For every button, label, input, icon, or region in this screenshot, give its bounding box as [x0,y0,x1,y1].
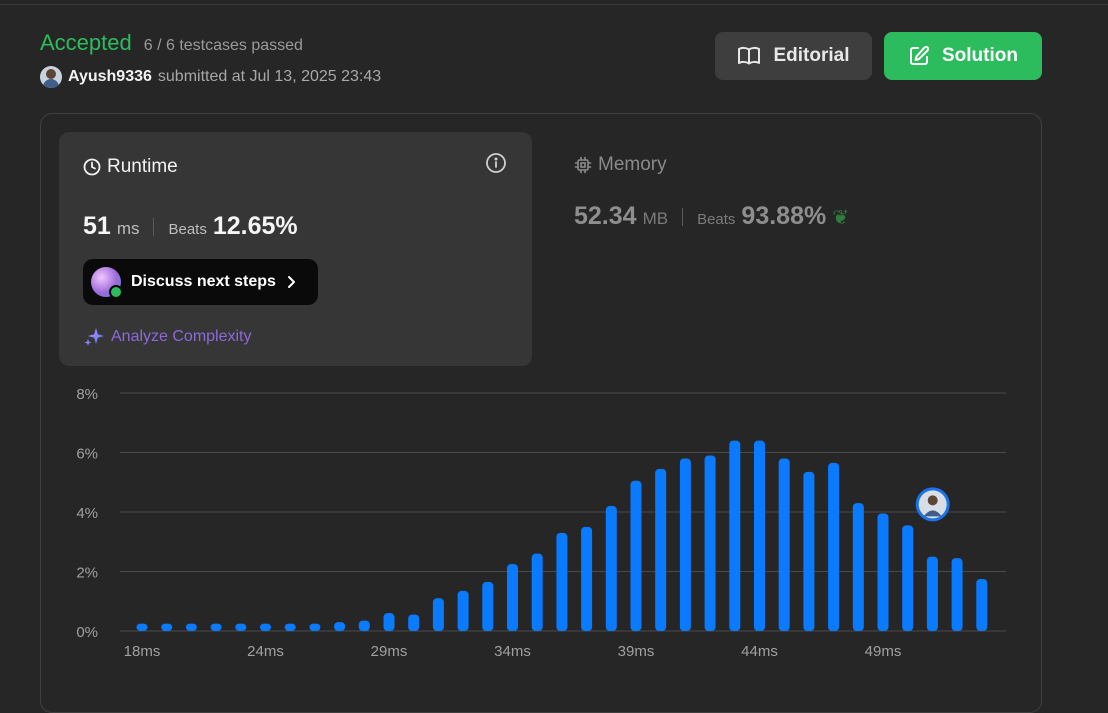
solution-label: Solution [942,45,1018,66]
memory-title: Memory [574,154,667,176]
x-tick-label: 34ms [494,643,531,660]
discuss-next-steps-button[interactable]: Discuss next steps [83,259,318,305]
y-tick-label: 0% [76,624,98,641]
chart-bar[interactable] [284,623,296,631]
solution-button[interactable]: Solution [884,32,1042,80]
memory-title-label: Memory [598,154,667,175]
chart-bar[interactable] [877,513,889,631]
editorial-button[interactable]: Editorial [715,32,872,80]
chart-bar[interactable] [185,623,197,631]
memory-beats-label: Beats [697,211,736,228]
chart-bar[interactable] [210,623,222,631]
chart-bar[interactable] [630,480,642,631]
runtime-beats-value: 12.65% [212,212,298,240]
memory-value: 52.34 [574,202,637,230]
chart-bar[interactable] [136,623,148,631]
chart-bar[interactable] [951,558,963,631]
runtime-unit: ms [116,219,140,238]
submission-info: Ayush9336 submitted at Jul 13, 2025 23:4… [40,66,381,88]
x-tick-label: 44ms [741,643,778,660]
runtime-title-label: Runtime [107,156,178,177]
y-tick-label: 8% [76,386,98,403]
runtime-metric: 51 ms Beats 12.65% [83,212,298,241]
x-tick-label: 29ms [371,643,408,660]
discuss-label: Discuss next steps [131,273,276,290]
chart-bar[interactable] [457,590,469,631]
runtime-title: Runtime [83,156,178,178]
accepted-label: Accepted [40,30,132,55]
chart-bar[interactable] [161,623,173,631]
editorial-label: Editorial [773,45,850,66]
runtime-card[interactable]: Runtime 51 ms Beats 12.65% Discuss next … [59,132,532,366]
chart-bar[interactable] [260,623,271,631]
chevron-right-icon [287,276,295,288]
clap-hands-icon: ❦ [832,207,849,229]
ai-assistant-avatar [91,267,123,299]
chart-bar[interactable] [507,564,518,631]
chart-bar[interactable] [235,623,247,631]
chart-bar[interactable] [531,553,543,631]
x-tick-label: 49ms [865,643,902,660]
runtime-beats-label: Beats [168,221,207,238]
x-tick-label: 24ms [247,643,284,660]
sparkle-icon [84,328,104,346]
chart-bar[interactable] [976,578,988,631]
book-icon [738,46,761,65]
chart-bar[interactable] [334,622,346,631]
x-tick-label: 18ms [124,643,161,660]
chart-bar[interactable] [679,458,691,631]
chart-bar[interactable] [605,506,617,631]
chart-bar[interactable] [482,581,494,631]
chart-bar[interactable] [926,556,938,631]
y-tick-label: 4% [76,505,98,522]
analyze-complexity-link[interactable]: Analyze Complexity [83,326,252,348]
testcases-passed: 6 / 6 testcases passed [143,37,303,54]
edit-icon [910,45,930,65]
chart-bar[interactable] [383,613,395,631]
chart-bar[interactable] [852,503,864,631]
username-link[interactable]: Ayush9336 [68,68,152,85]
chart-bar[interactable] [828,462,840,631]
x-tick-label: 39ms [618,643,655,660]
chart-bar[interactable] [729,440,741,631]
chart-bar[interactable] [704,455,716,631]
chart-bar[interactable] [432,598,444,631]
chart-bar[interactable] [358,620,370,631]
marker-avatar-body [923,510,942,517]
marker-avatar-head [927,495,938,506]
submission-status: Accepted 6 / 6 testcases passed [40,30,303,56]
chart-bar[interactable] [754,440,765,631]
online-dot [109,285,123,299]
submitted-time: submitted at Jul 13, 2025 23:43 [157,68,382,85]
runtime-value: 51 [83,212,111,240]
chart-bar[interactable] [556,532,568,631]
metric-divider [153,217,155,236]
chart-bar[interactable] [581,526,593,631]
memory-metric: 52.34 MB Beats 93.88% ❦ [574,202,849,231]
memory-beats-value: 93.88% [741,202,827,230]
y-tick-label: 6% [76,446,98,463]
chart-bar[interactable] [902,525,914,631]
chart-bar[interactable] [655,468,667,631]
info-icon[interactable] [485,152,507,174]
chip-icon [574,156,592,174]
metric-divider [682,207,684,226]
y-tick-label: 2% [76,565,98,582]
clock-icon [83,158,101,176]
runtime-distribution-chart[interactable]: 0% 2% 4% 6% 8% 18ms 24ms 29ms 34ms 39ms 44ms 49ms [0,375,1108,677]
chart-bar[interactable] [803,471,815,631]
top-divider [0,4,1108,5]
memory-unit: MB [642,209,669,228]
chart-bar[interactable] [408,614,420,631]
memory-card[interactable]: Memory 52.34 MB Beats 93.88% ❦ [574,154,849,230]
chart-bar[interactable] [778,458,790,631]
user-avatar[interactable] [40,66,62,88]
analyze-label: Analyze Complexity [111,328,252,345]
chart-bar[interactable] [309,623,321,631]
